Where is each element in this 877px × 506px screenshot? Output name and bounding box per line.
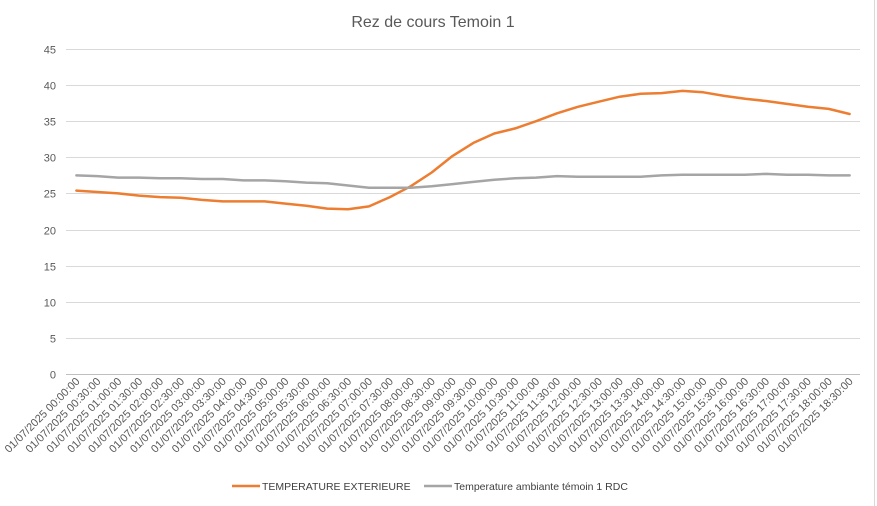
y-tick-label: 30 [44, 153, 56, 165]
gridlines [66, 49, 860, 375]
series-lines [75, 89, 851, 211]
series-line-1 [75, 89, 851, 211]
legend-label: Temperature ambiante témoin 1 RDC [454, 481, 628, 493]
y-tick-label: 20 [44, 226, 56, 238]
y-tick-label: 25 [44, 189, 56, 201]
legend: TEMPERATURE EXTERIEURE Temperature ambian… [232, 481, 628, 493]
y-tick-label: 5 [50, 334, 56, 346]
y-tick-label: 40 [44, 81, 56, 93]
y-tick-label: 15 [44, 262, 56, 274]
y-tick-label: 0 [50, 370, 56, 382]
series-line-2 [75, 172, 851, 189]
legend-label: TEMPERATURE EXTERIEURE [262, 481, 411, 493]
y-axis-ticks: 0 5 10 15 20 25 30 35 40 45 [44, 45, 56, 382]
y-tick-label: 45 [44, 45, 56, 57]
chart-title: Rez de cours Temoin 1 [351, 14, 514, 31]
y-tick-label: 35 [44, 117, 56, 129]
chart-border [874, 0, 875, 506]
y-tick-label: 10 [44, 298, 56, 310]
